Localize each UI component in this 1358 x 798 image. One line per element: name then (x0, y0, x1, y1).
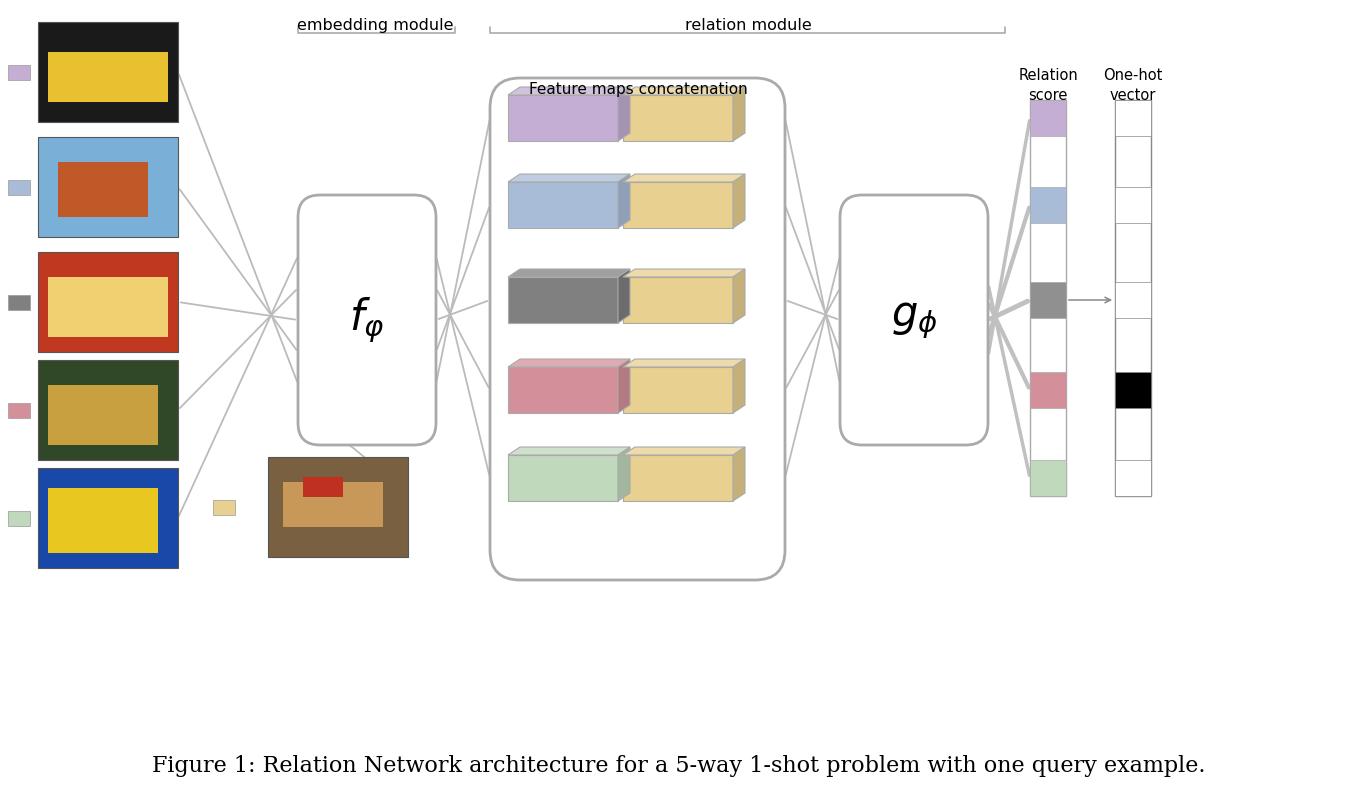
FancyBboxPatch shape (490, 78, 785, 580)
Bar (8, 294, 30, 310)
Bar (508, 95, 618, 141)
Bar (508, 367, 618, 413)
Polygon shape (508, 269, 630, 277)
Polygon shape (618, 269, 630, 323)
Bar (1029, 100, 1066, 136)
Polygon shape (508, 174, 630, 182)
Bar (303, 477, 344, 497)
Text: One-hot
vector: One-hot vector (1103, 68, 1162, 103)
FancyBboxPatch shape (841, 195, 989, 445)
Bar (38, 360, 178, 460)
Polygon shape (618, 174, 630, 228)
Bar (623, 277, 733, 323)
Polygon shape (623, 174, 746, 182)
Polygon shape (508, 359, 630, 367)
Bar (1029, 100, 1066, 496)
Bar (8, 402, 30, 417)
Bar (48, 52, 168, 102)
Bar (623, 455, 733, 501)
Text: $g_{\phi}$: $g_{\phi}$ (891, 299, 937, 341)
Polygon shape (733, 359, 746, 413)
FancyBboxPatch shape (297, 195, 436, 445)
Bar (1029, 372, 1066, 408)
Bar (268, 457, 407, 557)
Bar (38, 22, 178, 122)
Bar (48, 277, 168, 337)
Bar (48, 488, 158, 553)
Bar (58, 162, 148, 217)
Text: embedding module: embedding module (297, 18, 454, 33)
Polygon shape (618, 447, 630, 501)
Bar (508, 455, 618, 501)
Text: Feature maps concatenation: Feature maps concatenation (528, 82, 747, 97)
Bar (8, 511, 30, 526)
Polygon shape (618, 359, 630, 413)
Bar (282, 482, 383, 527)
Bar (48, 385, 158, 445)
Bar (1115, 372, 1152, 408)
Bar (38, 252, 178, 352)
Bar (38, 468, 178, 568)
Text: relation module: relation module (684, 18, 811, 33)
Bar (623, 182, 733, 228)
Bar (508, 182, 618, 228)
Bar (8, 65, 30, 80)
Polygon shape (618, 87, 630, 141)
Text: Relation
score: Relation score (1018, 68, 1078, 103)
Polygon shape (623, 87, 746, 95)
Bar (508, 277, 618, 323)
Bar (1115, 100, 1152, 496)
Polygon shape (733, 447, 746, 501)
Polygon shape (733, 174, 746, 228)
Bar (1115, 100, 1152, 136)
Polygon shape (733, 87, 746, 141)
Bar (213, 500, 235, 515)
Polygon shape (623, 447, 746, 455)
Bar (1115, 187, 1152, 223)
Bar (8, 180, 30, 195)
Text: $f_{\varphi}$: $f_{\varphi}$ (349, 295, 384, 345)
Bar (1029, 282, 1066, 318)
Bar (1029, 187, 1066, 223)
Polygon shape (508, 447, 630, 455)
Polygon shape (508, 87, 630, 95)
Text: Figure 1: Relation Network architecture for a 5-way 1-shot problem with one quer: Figure 1: Relation Network architecture … (152, 755, 1206, 777)
Bar (1029, 460, 1066, 496)
Bar (1115, 282, 1152, 318)
Bar (38, 137, 178, 237)
Polygon shape (733, 269, 746, 323)
Bar (623, 367, 733, 413)
Bar (623, 95, 733, 141)
Polygon shape (623, 269, 746, 277)
Polygon shape (623, 359, 746, 367)
Bar (1115, 460, 1152, 496)
